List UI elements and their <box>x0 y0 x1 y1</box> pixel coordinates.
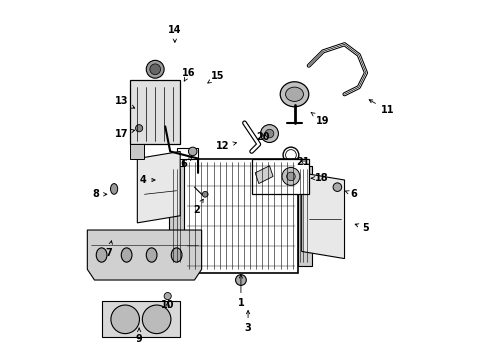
Text: 14: 14 <box>168 25 181 42</box>
Ellipse shape <box>164 293 171 300</box>
Text: 17: 17 <box>114 129 134 139</box>
Text: 13: 13 <box>114 96 134 108</box>
Ellipse shape <box>264 129 273 138</box>
Ellipse shape <box>332 183 341 192</box>
Text: 21: 21 <box>296 157 309 167</box>
Polygon shape <box>301 173 344 258</box>
Text: 19: 19 <box>310 113 329 126</box>
Ellipse shape <box>202 192 207 197</box>
Text: 20: 20 <box>256 132 269 142</box>
Ellipse shape <box>188 147 197 156</box>
Text: 16: 16 <box>182 68 196 81</box>
Text: 4: 4 <box>139 175 155 185</box>
Ellipse shape <box>286 172 295 181</box>
Text: 1: 1 <box>237 275 244 308</box>
Ellipse shape <box>282 167 299 185</box>
Text: 3: 3 <box>244 311 251 333</box>
Polygon shape <box>176 148 198 158</box>
Ellipse shape <box>285 87 303 102</box>
Text: 5: 5 <box>354 223 368 233</box>
Ellipse shape <box>110 184 118 194</box>
Ellipse shape <box>135 125 142 132</box>
Polygon shape <box>255 166 272 184</box>
Bar <box>251 158 308 194</box>
Polygon shape <box>130 144 144 158</box>
Ellipse shape <box>96 248 107 262</box>
Text: 18: 18 <box>311 173 327 183</box>
Text: 2: 2 <box>192 199 203 215</box>
Ellipse shape <box>280 82 308 107</box>
Ellipse shape <box>142 305 171 334</box>
Text: 8: 8 <box>93 189 106 199</box>
Ellipse shape <box>146 248 157 262</box>
Ellipse shape <box>121 248 132 262</box>
Bar <box>130 80 180 144</box>
Text: 11: 11 <box>368 100 393 115</box>
Bar <box>183 158 298 273</box>
Polygon shape <box>137 152 180 223</box>
Text: 9: 9 <box>136 328 142 344</box>
Text: 12: 12 <box>216 141 236 151</box>
Bar <box>298 166 312 266</box>
Ellipse shape <box>149 64 160 75</box>
Polygon shape <box>87 230 201 280</box>
Ellipse shape <box>171 248 182 262</box>
Ellipse shape <box>146 60 164 78</box>
Text: 6: 6 <box>344 189 356 199</box>
Ellipse shape <box>111 305 139 334</box>
Text: 15: 15 <box>207 71 224 83</box>
Text: 6: 6 <box>180 157 192 169</box>
Text: 7: 7 <box>105 241 112 258</box>
Ellipse shape <box>260 125 278 143</box>
Text: 10: 10 <box>161 300 174 310</box>
Bar <box>102 301 180 337</box>
Bar <box>169 166 183 266</box>
Ellipse shape <box>235 275 246 285</box>
